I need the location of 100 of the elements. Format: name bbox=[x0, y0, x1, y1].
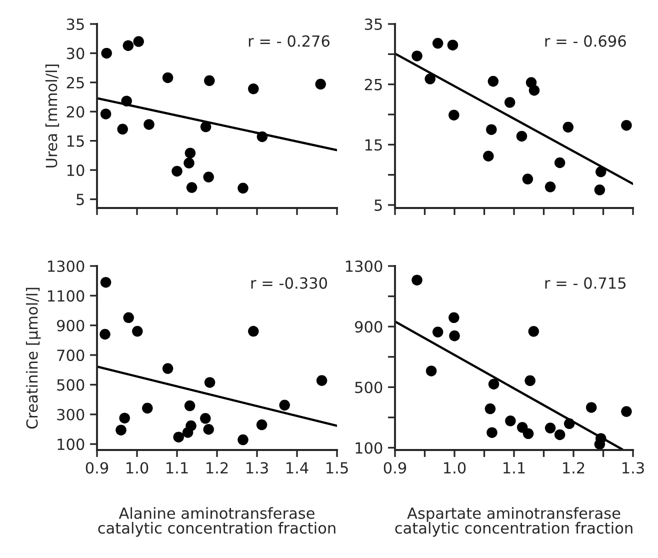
x-tick-label: 0.9 bbox=[384, 462, 406, 474]
x-tick-label: 1.2 bbox=[206, 462, 228, 474]
y-tick-label: 25 bbox=[66, 76, 84, 88]
point bbox=[504, 97, 516, 108]
y-tick-label: 1300 bbox=[48, 260, 84, 272]
y-tick-label: 300 bbox=[57, 408, 84, 420]
point bbox=[119, 412, 130, 424]
point bbox=[448, 110, 460, 120]
x-axis-title: Alanine aminotransferase catalytic concentration fraction bbox=[98, 507, 336, 537]
point bbox=[184, 158, 194, 168]
annotation: r = - 0.715 bbox=[545, 277, 626, 289]
annotation: r = - 0.696 bbox=[545, 35, 626, 47]
x-tick-label: 1.1 bbox=[166, 462, 188, 474]
annotation: r = - 0.276 bbox=[248, 35, 330, 47]
point bbox=[279, 400, 290, 411]
point bbox=[412, 274, 422, 286]
point bbox=[522, 428, 534, 440]
point bbox=[122, 40, 134, 51]
y-axis-title: Creatinine [µmol/l] bbox=[26, 288, 41, 429]
y-tick-label: 35 bbox=[364, 18, 382, 30]
y-tick-label: 35 bbox=[66, 18, 84, 30]
y-tick-label: 100 bbox=[58, 438, 84, 450]
x-tick-label: 0.9 bbox=[86, 462, 108, 474]
point bbox=[144, 119, 154, 130]
point bbox=[133, 36, 144, 47]
point bbox=[528, 84, 540, 96]
point bbox=[483, 150, 494, 162]
point bbox=[248, 326, 259, 337]
point bbox=[554, 157, 566, 168]
point bbox=[528, 326, 540, 337]
point bbox=[486, 427, 498, 438]
y-axis-title: Urea [mmol/l] bbox=[45, 64, 60, 168]
point bbox=[203, 172, 214, 182]
point bbox=[200, 121, 212, 132]
point bbox=[488, 76, 499, 87]
point bbox=[203, 424, 214, 435]
x-tick-label: 1.0 bbox=[126, 462, 148, 474]
x-tick-label: 1.3 bbox=[246, 462, 268, 474]
y-tick-label: 5 bbox=[374, 200, 382, 212]
point bbox=[522, 174, 534, 184]
point bbox=[424, 74, 436, 84]
point bbox=[100, 108, 112, 120]
point bbox=[315, 78, 326, 90]
x-tick-label: 1.1 bbox=[504, 462, 525, 474]
point bbox=[248, 83, 259, 94]
point bbox=[100, 276, 112, 288]
point bbox=[186, 420, 196, 432]
point bbox=[100, 328, 110, 340]
x-tick-label: 1.2 bbox=[563, 462, 584, 474]
point bbox=[162, 363, 174, 374]
point bbox=[186, 182, 198, 193]
point bbox=[204, 377, 216, 388]
point bbox=[172, 166, 182, 177]
point bbox=[132, 326, 143, 337]
point bbox=[432, 326, 444, 338]
point bbox=[117, 124, 128, 135]
point bbox=[238, 434, 248, 446]
x-tick-label: 1.4 bbox=[286, 462, 308, 474]
point bbox=[621, 406, 632, 417]
y-tick-label: 900 bbox=[56, 320, 84, 332]
point bbox=[562, 122, 574, 133]
x-axis-title: Aspartate aminotransferase catalytic concentration fraction bbox=[395, 507, 632, 537]
x-tick-label: 1.0 bbox=[444, 462, 466, 474]
y-tick-label: 500 bbox=[57, 379, 84, 391]
x-tick-label: 1.3 bbox=[622, 462, 644, 474]
point bbox=[484, 403, 496, 414]
y-tick-label: 15 bbox=[365, 139, 382, 151]
y-tick-label: 1300 bbox=[346, 260, 382, 272]
point bbox=[426, 366, 437, 376]
point bbox=[505, 416, 516, 426]
y-tick-label: 500 bbox=[355, 382, 382, 394]
point bbox=[316, 375, 328, 386]
point bbox=[486, 124, 497, 135]
y-tick-label: 25 bbox=[364, 78, 382, 90]
y-tick-label: 20 bbox=[66, 106, 84, 118]
point bbox=[184, 148, 196, 158]
point bbox=[488, 378, 500, 390]
point bbox=[449, 330, 460, 342]
y-tick-label: 10 bbox=[67, 164, 84, 176]
point bbox=[586, 402, 597, 413]
point bbox=[256, 419, 268, 430]
y-tick-label: 30 bbox=[66, 48, 84, 60]
y-tick-label: 5 bbox=[76, 194, 84, 206]
point bbox=[524, 375, 536, 386]
point bbox=[594, 184, 606, 196]
point bbox=[123, 312, 134, 324]
point bbox=[142, 402, 153, 414]
point bbox=[238, 182, 248, 194]
point bbox=[448, 312, 460, 324]
point bbox=[544, 422, 556, 434]
y-tick-label: 1100 bbox=[48, 290, 84, 302]
annotation: r = -0.330 bbox=[251, 277, 328, 289]
point bbox=[204, 75, 215, 86]
point bbox=[621, 120, 632, 131]
point bbox=[200, 413, 211, 424]
point bbox=[412, 50, 422, 62]
point bbox=[101, 48, 112, 59]
point bbox=[184, 400, 196, 412]
x-tick-label: 1.5 bbox=[326, 462, 348, 474]
point bbox=[516, 130, 528, 142]
